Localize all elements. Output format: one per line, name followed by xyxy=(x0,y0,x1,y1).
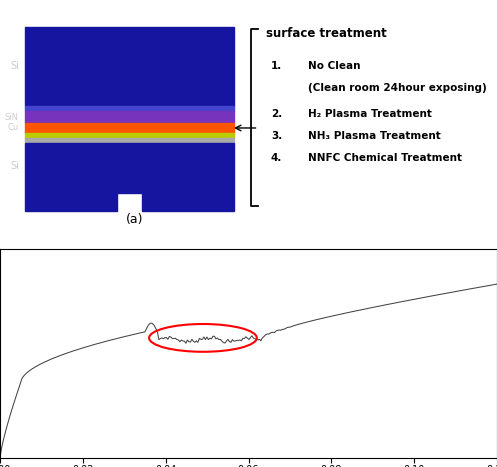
Text: 4.: 4. xyxy=(271,153,282,163)
Text: Si: Si xyxy=(10,61,19,71)
Text: Si: Si xyxy=(10,161,19,171)
Text: No Clean: No Clean xyxy=(308,61,361,71)
Text: 1.: 1. xyxy=(271,61,282,71)
Text: surface treatment: surface treatment xyxy=(266,27,387,40)
Bar xyxy=(25,106,234,111)
Text: 3.: 3. xyxy=(271,131,282,141)
Bar xyxy=(25,133,234,138)
Polygon shape xyxy=(25,143,234,211)
Text: NH₃ Plasma Treatment: NH₃ Plasma Treatment xyxy=(308,131,441,141)
Bar xyxy=(25,27,234,106)
Bar xyxy=(25,138,234,143)
Text: 2.: 2. xyxy=(271,109,282,119)
Text: H₂ Plasma Treatment: H₂ Plasma Treatment xyxy=(308,109,432,119)
Text: NNFC Chemical Treatment: NNFC Chemical Treatment xyxy=(308,153,462,163)
Text: (Clean room 24hour exposing): (Clean room 24hour exposing) xyxy=(308,83,487,93)
Bar xyxy=(25,123,234,133)
Text: (a): (a) xyxy=(125,213,143,226)
Text: Cu: Cu xyxy=(7,123,19,133)
Text: SiN: SiN xyxy=(5,113,19,121)
Bar xyxy=(25,111,234,123)
